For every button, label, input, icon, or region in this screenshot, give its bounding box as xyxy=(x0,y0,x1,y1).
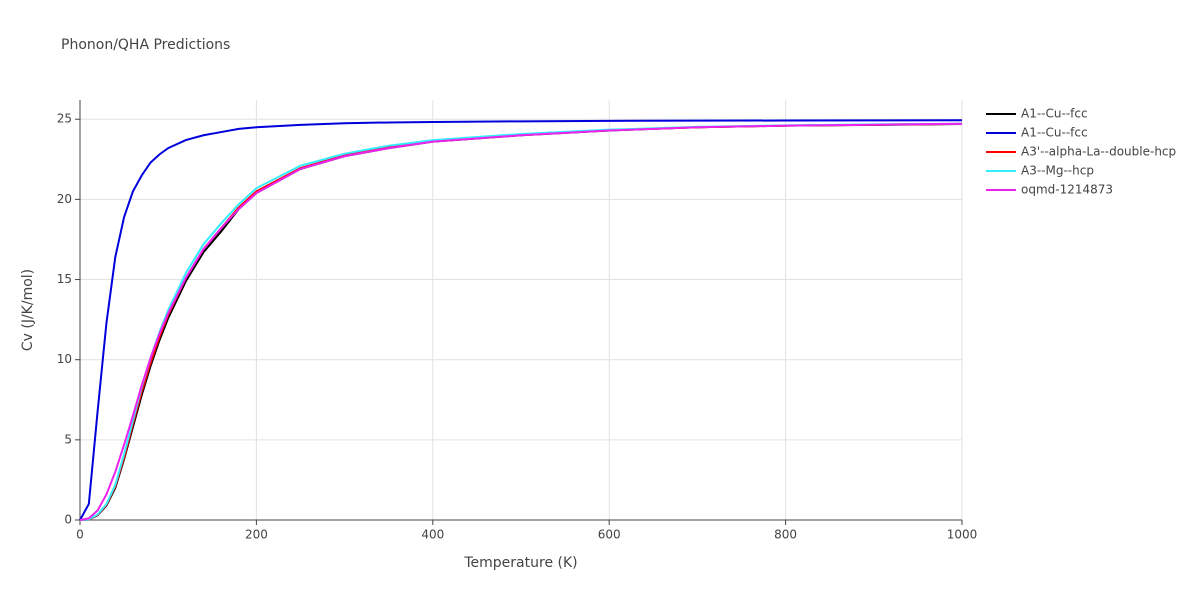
line-series xyxy=(79,122,963,521)
y-tick-label: 0 xyxy=(64,513,72,527)
line-series xyxy=(79,122,963,521)
y-tick-label: 15 xyxy=(57,272,72,286)
x-tick-label: 800 xyxy=(774,528,797,542)
legend-label: oqmd-1214873 xyxy=(1021,183,1113,197)
x-tick-label: 200 xyxy=(245,528,268,542)
x-axis-title: Temperature (K) xyxy=(463,555,577,571)
chart-title: Phonon/QHA Predictions xyxy=(61,37,230,53)
y-tick-label: 20 xyxy=(57,192,72,206)
y-tick-label: 10 xyxy=(57,352,72,366)
line-series xyxy=(79,123,963,521)
x-tick-label: 400 xyxy=(421,528,444,542)
line-series xyxy=(79,119,963,521)
legend-label: A1--Cu--fcc xyxy=(1021,107,1088,121)
y-axis-title: Cv (J/K/mol) xyxy=(20,269,36,351)
x-tick-label: 0 xyxy=(76,528,84,542)
legend-label: A3'--alpha-La--double-hcp xyxy=(1021,145,1176,159)
y-tick-label: 5 xyxy=(64,432,72,446)
legend-label: A1--Cu--fcc xyxy=(1021,126,1088,140)
x-tick-label: 600 xyxy=(598,528,621,542)
x-tick-label: 1000 xyxy=(947,528,978,542)
line-series xyxy=(79,122,963,521)
y-tick-label: 25 xyxy=(57,112,72,126)
legend-label: A3--Mg--hcp xyxy=(1021,164,1094,178)
